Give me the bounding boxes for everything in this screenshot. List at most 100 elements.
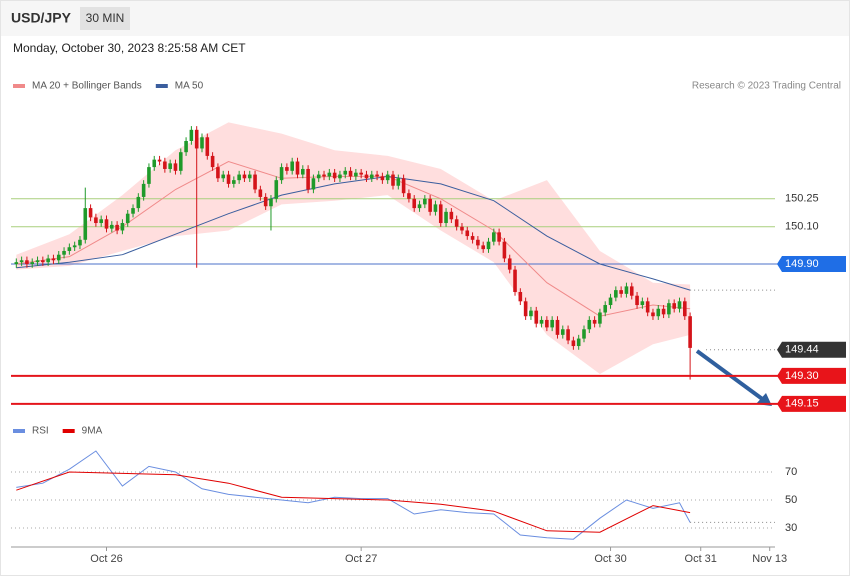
y-tick-label: 70 xyxy=(785,466,797,478)
candle-body xyxy=(497,232,501,242)
rsi-line xyxy=(16,450,691,540)
candle-body xyxy=(380,176,385,181)
level-label-box xyxy=(777,341,846,358)
candle-body xyxy=(529,310,533,317)
x-tick-label: Oct 30 xyxy=(594,553,626,565)
candle-body xyxy=(51,258,56,261)
candle-body xyxy=(189,129,194,142)
candle-body xyxy=(465,230,470,237)
candle-body xyxy=(555,319,560,335)
candle-body xyxy=(656,308,661,317)
candle-body xyxy=(56,254,61,261)
candle-body xyxy=(290,161,294,171)
candle-body xyxy=(354,172,358,177)
candle-body xyxy=(99,219,103,224)
candle-body xyxy=(645,301,650,313)
candle-body xyxy=(513,269,517,292)
candle-body xyxy=(178,152,183,171)
x-tick-label: Oct 27 xyxy=(345,553,377,565)
candle-body xyxy=(545,319,549,328)
candle-body xyxy=(433,204,438,212)
candle-body xyxy=(338,174,342,179)
candle-body xyxy=(279,167,284,181)
candle-body xyxy=(62,250,66,255)
candle-body xyxy=(391,174,395,186)
level-label-box xyxy=(777,395,846,412)
candle-body xyxy=(444,211,448,224)
candle-body xyxy=(476,239,480,246)
candle-body xyxy=(629,286,634,296)
candle-body xyxy=(205,137,210,156)
candle-body xyxy=(412,198,417,209)
candle-body xyxy=(375,174,379,177)
interval: 30 MIN xyxy=(86,11,125,25)
candle-body xyxy=(316,174,321,179)
candle-body xyxy=(539,319,544,324)
x-tick-label: Oct 31 xyxy=(685,553,717,565)
candle-body xyxy=(438,204,443,224)
candle-body xyxy=(253,174,257,190)
candle-body xyxy=(486,241,491,250)
candle-body xyxy=(14,262,19,265)
candle-body xyxy=(210,155,215,168)
candle-body xyxy=(94,217,98,224)
candle-body xyxy=(322,174,326,177)
candle-body xyxy=(157,159,162,162)
candle-body xyxy=(359,172,363,175)
level-label: 150.25 xyxy=(785,193,819,205)
candle-body xyxy=(221,174,226,179)
candle-body xyxy=(41,260,45,263)
candle-body xyxy=(672,303,676,309)
level-label: 149.15 xyxy=(785,398,819,410)
timestamp: Monday, October 30, 2023 8:25:58 AM CET xyxy=(13,41,246,55)
candle-body xyxy=(603,305,608,313)
level-label-box xyxy=(777,256,846,273)
candle-body xyxy=(614,290,618,298)
legend-swatch xyxy=(62,429,75,433)
candle-body xyxy=(407,193,411,199)
candle-body xyxy=(237,174,241,181)
candle-body xyxy=(67,247,72,251)
candle-body xyxy=(110,224,114,229)
candle-body xyxy=(640,301,645,306)
candle-body xyxy=(72,245,77,248)
candle-body xyxy=(481,245,485,250)
interval-box xyxy=(80,7,130,30)
candle-body xyxy=(688,316,692,348)
candle-body xyxy=(667,303,671,315)
signal-line xyxy=(16,471,691,533)
candle-body xyxy=(651,312,655,317)
candle-body xyxy=(274,180,279,199)
level-label: 150.10 xyxy=(785,221,819,233)
candle-body xyxy=(216,167,220,179)
candle-body xyxy=(683,301,687,317)
candle-body xyxy=(502,241,507,259)
candle-body xyxy=(507,258,512,270)
candle-body xyxy=(184,141,188,153)
candle-body xyxy=(550,319,554,328)
candle-body xyxy=(168,163,172,169)
legend-swatch xyxy=(13,429,25,433)
candle-body xyxy=(152,159,157,168)
candle-body xyxy=(173,163,178,171)
symbol: USD/JPY xyxy=(11,10,72,26)
candle-body xyxy=(226,174,231,184)
candle-body xyxy=(587,319,592,330)
level-label: 149.90 xyxy=(785,258,819,270)
ma50-line xyxy=(16,175,691,291)
candle-body xyxy=(417,204,422,209)
candle-body xyxy=(582,329,586,339)
candle-body xyxy=(242,174,247,179)
candle-body xyxy=(470,236,475,240)
candle-body xyxy=(348,170,353,177)
legend-swatch xyxy=(155,84,168,88)
candle-body xyxy=(454,219,459,227)
candle-body xyxy=(677,301,682,309)
candle-body xyxy=(78,239,82,246)
candle-body xyxy=(343,170,348,175)
candle-body xyxy=(200,137,204,149)
candle-body xyxy=(428,198,432,212)
forecast-arrowhead xyxy=(756,393,772,406)
level-label: 149.30 xyxy=(785,370,819,382)
